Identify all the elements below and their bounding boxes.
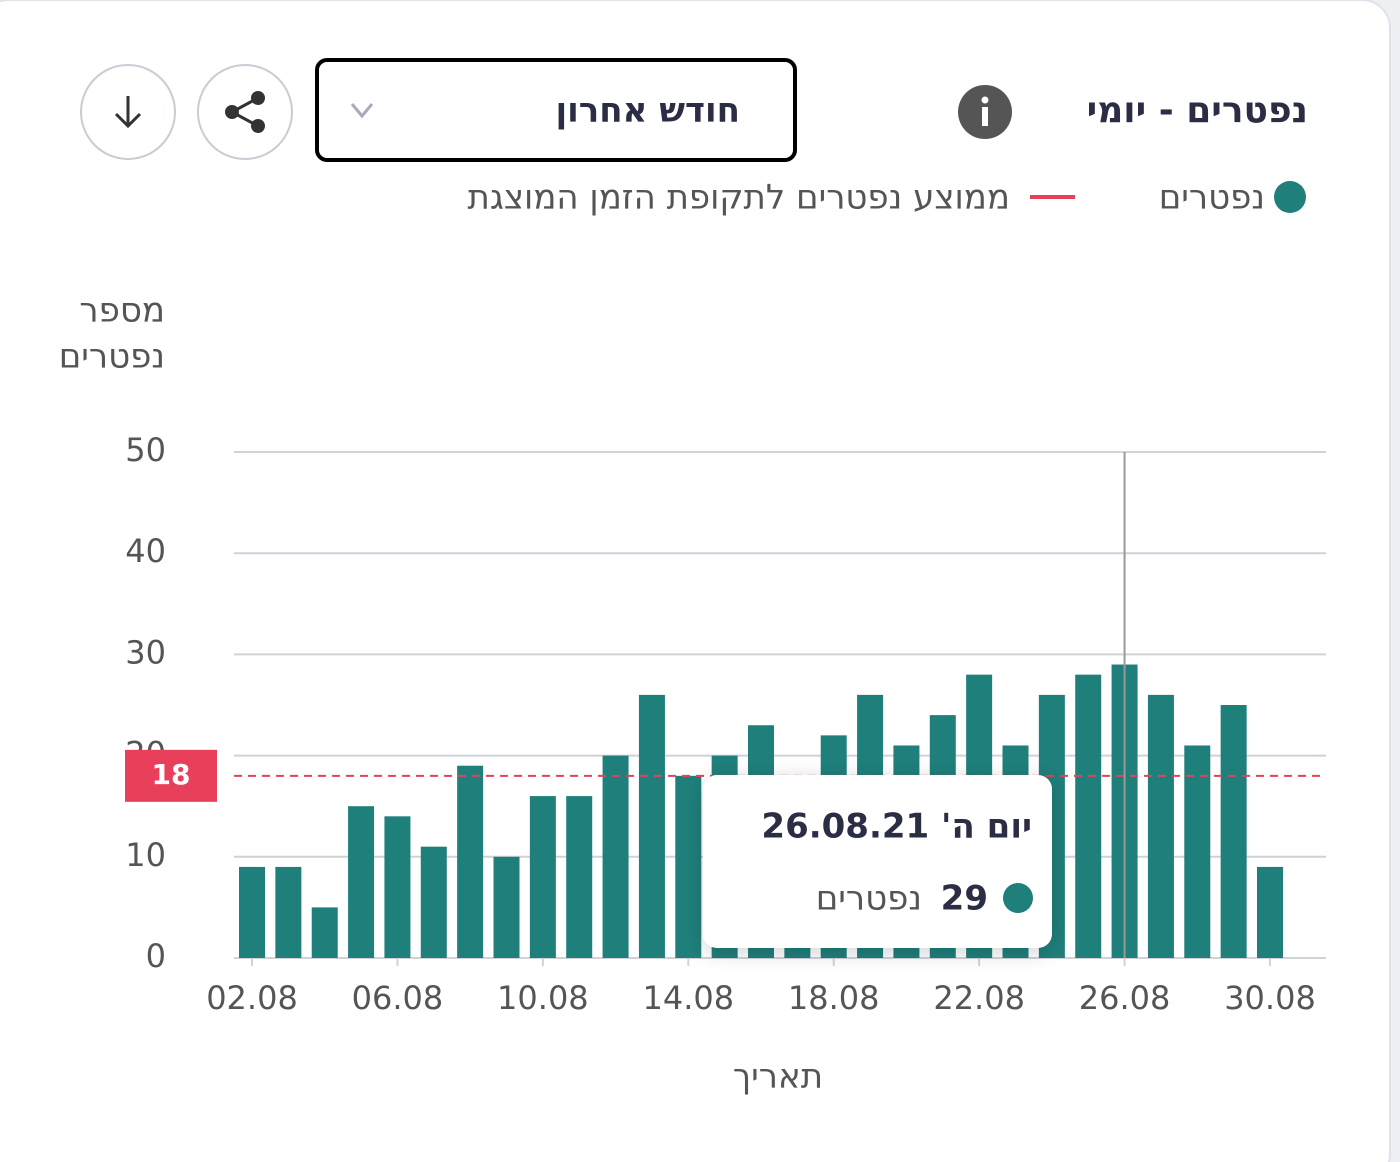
bar <box>1257 866 1283 958</box>
bar <box>275 866 302 958</box>
tooltip-box <box>703 775 1052 948</box>
info-icon[interactable] <box>958 85 1012 139</box>
share-button[interactable] <box>197 64 293 160</box>
bar <box>348 806 375 958</box>
x-axis-label: תאריך <box>733 1057 823 1097</box>
bar <box>457 765 484 958</box>
bar <box>1220 705 1247 958</box>
bar <box>602 755 629 958</box>
bar <box>529 796 556 958</box>
x-tick-label: 14.08 <box>642 979 734 1017</box>
x-tick-label: 26.08 <box>1079 979 1171 1017</box>
legend-label: ממוצע נפטרים לתקופת הזמן המוצגת <box>468 178 1010 218</box>
bar <box>566 796 593 958</box>
plot: 0102030405002.0806.0810.0814.0818.0822.0… <box>125 431 1326 1017</box>
legend-label: נפטרים <box>1159 178 1265 218</box>
x-tick-label: 30.08 <box>1224 979 1316 1017</box>
y-axis-label: נפטרים <box>59 337 165 377</box>
bar <box>1184 745 1211 958</box>
tooltip-dot <box>1003 883 1033 913</box>
y-tick-label: 10 <box>125 836 166 874</box>
bar <box>1075 674 1102 958</box>
y-axis-label: מספר <box>79 291 165 331</box>
bar <box>384 816 411 958</box>
download-button[interactable] <box>80 64 176 160</box>
x-tick-label: 02.08 <box>206 979 298 1017</box>
bar <box>1147 694 1174 958</box>
tooltip-value: 29 <box>941 879 988 919</box>
bar <box>420 846 447 958</box>
bar <box>239 866 265 958</box>
tooltip: יום ה' 26.08.21 29 נפטרים <box>703 775 1052 948</box>
x-tick-label: 18.08 <box>788 979 880 1017</box>
x-tick-label: 22.08 <box>933 979 1025 1017</box>
legend-dot <box>1274 181 1306 213</box>
bar <box>638 694 665 958</box>
tooltip-series: נפטרים <box>816 879 922 919</box>
bar <box>311 907 338 958</box>
dropdown-label: חודש אחרון <box>555 91 740 131</box>
bar <box>493 856 520 958</box>
y-tick-label: 0 <box>146 937 166 975</box>
chart-title: נפטרים - יומי <box>1087 90 1308 131</box>
tooltip-title: יום ה' 26.08.21 <box>761 807 1032 847</box>
x-tick-label: 10.08 <box>497 979 589 1017</box>
period-dropdown[interactable]: חודש אחרון <box>315 58 797 162</box>
y-tick-label: 50 <box>125 431 166 469</box>
y-tick-label: 40 <box>125 532 166 570</box>
x-tick-label: 06.08 <box>352 979 444 1017</box>
bar <box>675 775 702 958</box>
average-label: 18 <box>152 758 191 791</box>
y-tick-label: 30 <box>125 633 166 671</box>
average-badge <box>125 749 217 802</box>
